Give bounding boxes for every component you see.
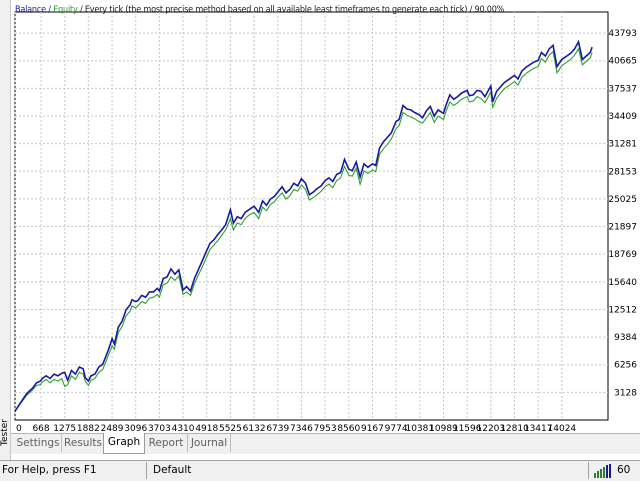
status-bar: For Help, press F1 Default 60 — [0, 460, 640, 481]
series-line-equity — [15, 49, 592, 411]
chart-grid — [15, 12, 608, 420]
y-tick-label: 15640 — [608, 278, 637, 288]
status-help-text: For Help, press F1 — [2, 464, 97, 476]
tab-settings-label: Settings — [16, 437, 59, 449]
x-tick-label: 3703 — [148, 424, 171, 433]
x-tick-label: 2489 — [101, 424, 124, 433]
y-tick-label: 9384 — [614, 333, 637, 343]
tab-report[interactable]: Report — [145, 434, 188, 452]
x-tick-label: 668 — [32, 424, 49, 433]
tab-settings[interactable]: Settings — [15, 434, 62, 452]
tab-results[interactable]: Results — [62, 434, 105, 452]
x-tick-label: 1882 — [77, 424, 100, 433]
x-tick-label: 0 — [16, 424, 22, 433]
y-tick-label: 37537 — [608, 84, 637, 94]
tester-tab-strip: Settings Results Graph Report Journal — [11, 433, 640, 454]
chart-legend: Balance / Equity / Every tick (the most … — [15, 5, 504, 15]
x-tick-label: 4918 — [195, 424, 218, 433]
tab-journal[interactable]: Journal — [188, 434, 231, 452]
x-tick-label: 7346 — [290, 424, 313, 433]
x-tick-label: 9774 — [385, 424, 408, 433]
signal-bars-icon[interactable] — [594, 464, 614, 478]
tab-report-label: Report — [149, 437, 184, 449]
y-tick-label: 28153 — [608, 167, 637, 177]
x-tick-label: 5525 — [219, 424, 242, 433]
x-tick-label: 4310 — [172, 424, 195, 433]
tester-graph: 43793 40665 37537 34409 31281 28153 25025 21897… — [11, 0, 640, 433]
tab-results-label: Results — [64, 437, 102, 449]
x-tick-label: 9167 — [361, 424, 384, 433]
legend-model-description: / Every tick (the most precise method ba… — [78, 5, 505, 15]
status-connection-value: 60 — [617, 464, 630, 476]
y-tick-label: 3128 — [614, 388, 637, 398]
chart-axes: 43793 40665 37537 34409 31281 28153 25025 21897… — [16, 29, 637, 433]
x-tick-label: 14024 — [548, 424, 577, 433]
x-tick-label: 7953 — [314, 424, 337, 433]
y-tick-label: 21897 — [608, 223, 637, 233]
y-tick-label: 43793 — [608, 29, 637, 39]
x-tick-label: 6132 — [243, 424, 266, 433]
status-divider — [588, 462, 589, 479]
tester-side-panel: Tester — [0, 0, 11, 460]
tab-graph[interactable]: Graph — [103, 433, 145, 454]
y-tick-label: 25025 — [608, 195, 637, 205]
equity-balance-chart: 43793 40665 37537 34409 31281 28153 25025 21897… — [11, 0, 640, 433]
tab-graph-label: Graph — [108, 436, 140, 448]
legend-equity: Equity — [53, 5, 77, 15]
y-tick-label: 18769 — [608, 250, 637, 260]
y-tick-label: 6256 — [614, 361, 637, 371]
tab-journal-label: Journal — [191, 437, 227, 449]
x-tick-label: 8560 — [337, 424, 360, 433]
y-tick-label: 34409 — [608, 112, 637, 122]
y-tick-label: 12512 — [608, 305, 637, 315]
y-tick-label: 40665 — [608, 57, 637, 67]
x-tick-label: 6739 — [266, 424, 289, 433]
x-tick-label: 3096 — [124, 424, 147, 433]
status-profile: Default — [146, 462, 573, 479]
y-tick-label: 31281 — [608, 140, 637, 150]
plot-border — [15, 12, 608, 420]
tester-side-label: Tester — [0, 420, 10, 446]
legend-balance: Balance — [15, 5, 46, 15]
x-tick-label: 1275 — [53, 424, 76, 433]
